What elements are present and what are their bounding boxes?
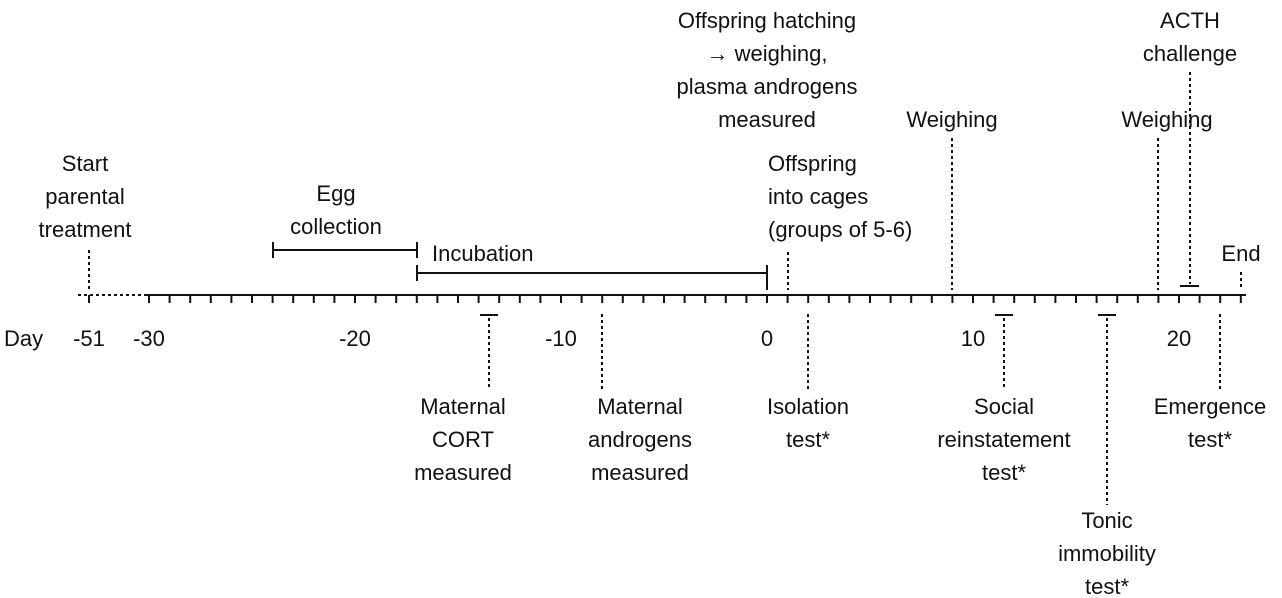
event-label: (groups of 5-6) [768,217,912,242]
tick-label: -10 [545,326,577,351]
event-label: ACTH [1160,8,1220,33]
event-label: immobility [1058,541,1156,566]
period-bar [272,242,418,258]
event-label: Egg [316,181,355,206]
tick-label: 10 [961,326,985,351]
event-label: End [1221,241,1260,266]
event-label: plasma androgens [676,74,857,99]
event-label: collection [290,214,382,239]
event-label: Start [62,151,108,176]
event-label: Maternal [420,394,506,419]
event-label: test* [786,427,830,452]
tick-label: 0 [761,326,773,351]
period-bar [416,265,768,290]
event-label: Incubation [432,241,534,266]
event-label: Offspring hatching [678,8,856,33]
event-label: Offspring [768,151,857,176]
event-label: measured [414,460,512,485]
axis [78,294,1246,303]
event-label: measured [591,460,689,485]
tick-label: 20 [1167,326,1191,351]
event-label: into cages [768,184,868,209]
event-label: measured [718,107,816,132]
tick-label: -51 [73,326,105,351]
event-label: challenge [1143,41,1237,66]
event-label: Weighing [1121,107,1212,132]
event-label: test* [1188,427,1232,452]
event-label: Emergence [1154,394,1267,419]
event-label: Social [974,394,1034,419]
event-label: test* [1085,574,1129,598]
event-label: CORT [432,427,494,452]
axis-label: Day [4,326,43,351]
event-label: Weighing [906,107,997,132]
event-label: → weighing, [706,41,827,66]
event-label: androgens [588,427,692,452]
event-label: reinstatement [937,427,1070,452]
event-label: Tonic [1081,508,1132,533]
labels: Day -51 -30 -20 -10 0 10 20 Start parental treatme… [4,8,1266,598]
event-label: test* [982,460,1026,485]
event-label: Isolation [767,394,849,419]
tick-label: -30 [133,326,165,351]
tick-label: -20 [339,326,371,351]
event-label: parental [45,184,125,209]
event-label: Maternal [597,394,683,419]
event-label: treatment [39,217,132,242]
